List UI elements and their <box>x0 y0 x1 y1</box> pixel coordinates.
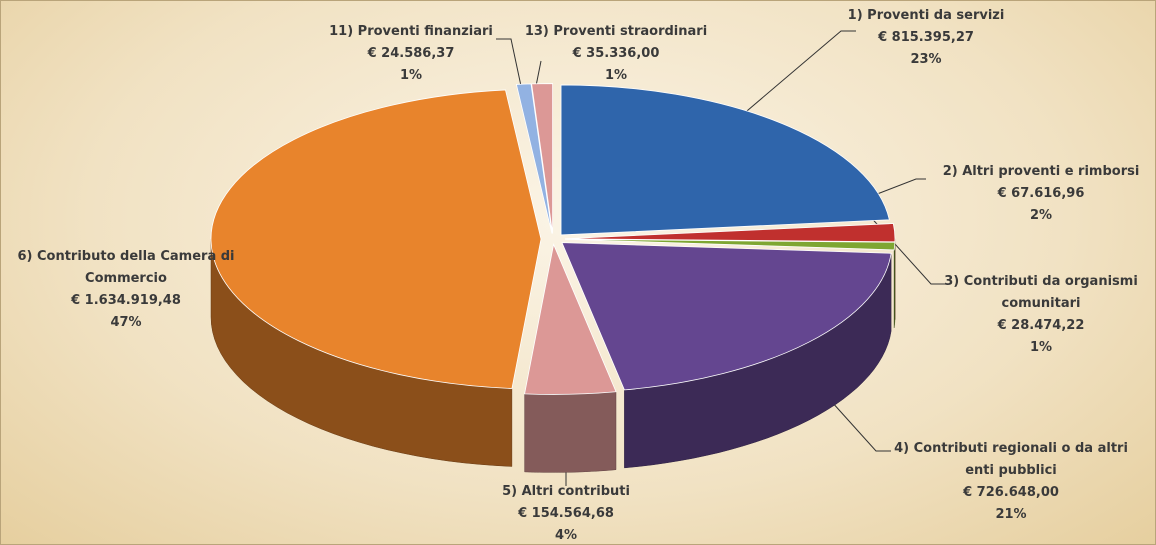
slice <box>210 89 542 389</box>
label-amount: € 24.586,37 <box>367 46 455 61</box>
leader-line <box>496 38 522 87</box>
label-name: 4) Contributi regionali o da altri enti … <box>894 441 1128 478</box>
label-amount: € 815.395,27 <box>878 30 974 45</box>
slice-label: 3) Contributi da organismi comunitari € 2… <box>941 271 1141 359</box>
slice <box>561 242 892 391</box>
slice-side <box>893 242 896 329</box>
slice-label: 1) Proventi da servizi € 815.395,27 23% <box>826 5 1026 71</box>
slice-label: 5) Altri contributi € 154.564,68 4% <box>466 481 666 544</box>
slice-label: 11) Proventi finanziari € 24.586,37 1% <box>311 21 511 87</box>
label-share: 23% <box>910 52 942 67</box>
slice-label: 6) Contributo della Camera di Commercio €… <box>1 246 251 334</box>
slice-label: 13) Proventi straordinari € 35.336,00 1% <box>516 21 716 87</box>
label-amount: € 726.648,00 <box>963 485 1059 500</box>
label-share: 2% <box>1029 208 1053 223</box>
label-name: 6) Contributo della Camera di Commercio <box>17 249 235 286</box>
label-name: 11) Proventi finanziari <box>329 24 493 39</box>
slice-label: 2) Altri proventi e rimborsi € 67.616,96 2… <box>921 161 1155 227</box>
label-amount: € 67.616,96 <box>997 186 1085 201</box>
slice <box>515 83 553 234</box>
slice <box>531 83 554 234</box>
label-amount: € 1.634.919,48 <box>71 293 181 308</box>
label-share: 1% <box>604 68 628 83</box>
label-share: 4% <box>554 528 578 543</box>
label-amount: € 35.336,00 <box>572 46 660 61</box>
label-share: 47% <box>110 315 142 330</box>
slice <box>560 84 890 236</box>
label-name: 3) Contributi da organismi comunitari <box>944 274 1138 311</box>
slice-side <box>524 391 617 473</box>
label-name: 13) Proventi straordinari <box>524 24 708 39</box>
slice <box>564 238 896 251</box>
label-name: 1) Proventi da servizi <box>847 8 1005 23</box>
label-share: 1% <box>399 68 423 83</box>
label-name: 2) Altri proventi e rimborsi <box>942 164 1140 179</box>
label-amount: € 28.474,22 <box>997 318 1085 333</box>
leader-line <box>535 60 542 87</box>
label-share: 1% <box>1029 340 1053 355</box>
slice <box>564 223 896 243</box>
slice <box>524 243 617 395</box>
leader-line <box>740 30 856 117</box>
label-share: 21% <box>995 507 1027 522</box>
slice-tops <box>210 83 896 395</box>
leader-line <box>830 400 891 452</box>
slice-label: 4) Contributi regionali o da altri enti … <box>881 438 1141 526</box>
label-amount: € 154.564,68 <box>518 506 614 521</box>
label-name: 5) Altri contributi <box>502 484 630 499</box>
